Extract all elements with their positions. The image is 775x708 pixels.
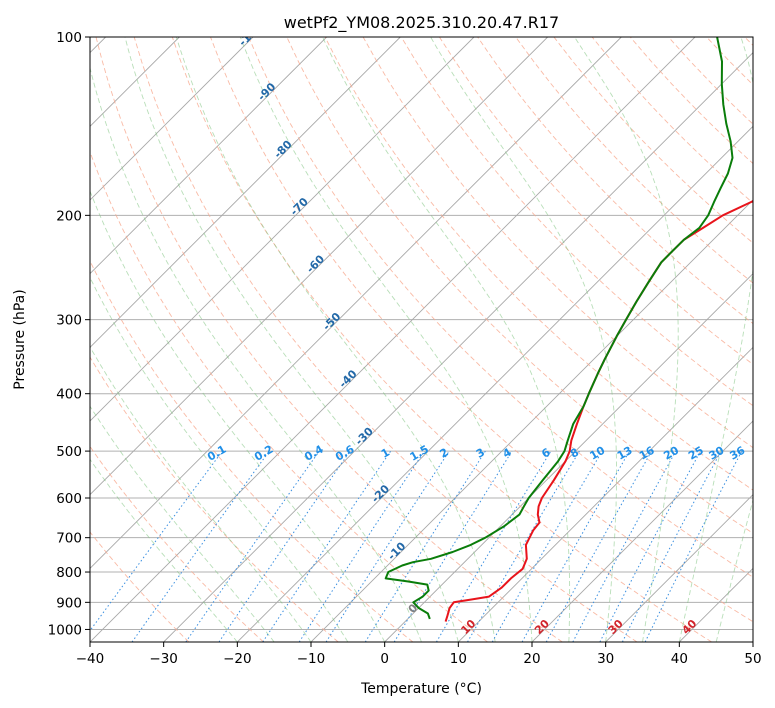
x-tick-label: 30 bbox=[597, 651, 614, 667]
y-axis-label: Pressure (hPa) bbox=[12, 289, 28, 389]
mixing-ratio-lines bbox=[90, 450, 743, 642]
y-tick-label: 400 bbox=[56, 387, 82, 403]
isotherm-line bbox=[458, 346, 753, 642]
y-tick-label: 800 bbox=[56, 565, 82, 581]
moist-adiabat-line bbox=[90, 458, 238, 642]
isotherm-line bbox=[384, 273, 753, 642]
isotherm-line bbox=[90, 37, 548, 496]
y-axis-ticks: 100 200 300 400 500 600 700 800 900 1000 bbox=[48, 30, 90, 638]
isotherm-line bbox=[90, 37, 401, 348]
y-tick-label: 900 bbox=[56, 595, 82, 611]
y-tick-label: 100 bbox=[56, 30, 82, 46]
chart-title: wetPf2_YM08.2025.310.20.47.R17 bbox=[284, 13, 559, 33]
mixing-ratio-line bbox=[393, 450, 513, 642]
y-tick-label: 600 bbox=[56, 491, 82, 507]
dry-adiabats bbox=[90, 37, 753, 642]
moist-adiabat-line bbox=[678, 37, 753, 642]
isotherm-line bbox=[605, 494, 753, 642]
y-tick-label: 500 bbox=[56, 444, 82, 460]
moist-adiabat-line bbox=[124, 37, 459, 642]
isotherm-line bbox=[237, 125, 753, 642]
mixing-ratio-line bbox=[521, 450, 630, 642]
x-tick-label: 10 bbox=[450, 651, 467, 667]
moist-adiabat-line bbox=[239, 37, 533, 642]
moist-adiabat-line bbox=[574, 37, 679, 642]
isotherm-line bbox=[531, 420, 753, 642]
mixing-ratio-line bbox=[90, 450, 223, 632]
x-tick-label: −10 bbox=[297, 651, 326, 667]
mixing-ratio-line bbox=[218, 450, 351, 642]
x-tick-label: −20 bbox=[223, 651, 252, 667]
dry-adiabat-line bbox=[133, 37, 638, 642]
dry-adiabat-line bbox=[210, 37, 753, 623]
mixing-ratio-line bbox=[185, 450, 320, 642]
dry-adiabat-line bbox=[95, 37, 563, 642]
x-tick-label: 20 bbox=[523, 651, 540, 667]
isotherm-line bbox=[90, 37, 475, 422]
moist-adiabat-line bbox=[90, 345, 312, 642]
y-tick-label: 200 bbox=[56, 208, 82, 224]
dry-adiabat-line bbox=[439, 37, 753, 365]
moist-adiabat-line bbox=[322, 37, 571, 642]
x-tick-label: 0 bbox=[380, 651, 389, 667]
dry-adiabat-line bbox=[90, 531, 190, 642]
mixing-ratio-line bbox=[262, 450, 392, 642]
isotherm-line bbox=[90, 37, 622, 569]
plot-frame bbox=[89, 36, 754, 643]
moist-adiabat-line bbox=[90, 276, 349, 642]
dry-adiabat-line bbox=[90, 445, 264, 642]
x-axis-label: Temperature (°C) bbox=[360, 681, 482, 697]
mixing-ratio-line bbox=[298, 450, 425, 642]
moist-adiabat-line bbox=[175, 37, 496, 642]
moist-adiabat-line bbox=[90, 405, 275, 642]
moist-adiabat-line bbox=[430, 37, 617, 642]
mixing-ratio-line bbox=[644, 450, 743, 642]
x-tick-label: 40 bbox=[671, 651, 688, 667]
y-tick-label: 700 bbox=[56, 531, 82, 547]
mixing-ratio-line bbox=[131, 450, 270, 642]
x-tick-label: −30 bbox=[149, 651, 178, 667]
dry-adiabat-label: -100 bbox=[236, 20, 265, 49]
dry-adiabat-line bbox=[248, 37, 753, 578]
dry-adiabat-line bbox=[400, 37, 753, 407]
dry-adiabat-line bbox=[90, 150, 488, 642]
dewpoint-profile-line bbox=[384, 37, 734, 620]
dry-adiabat-line bbox=[515, 37, 753, 284]
dry-adiabat-line bbox=[324, 37, 753, 491]
isotherm-line bbox=[90, 37, 327, 275]
dry-adiabat-line bbox=[171, 37, 712, 642]
y-tick-label: 300 bbox=[56, 313, 82, 329]
moist-adiabat-line bbox=[90, 66, 422, 642]
moist-adiabat-line bbox=[90, 190, 386, 642]
mixing-ratio-line bbox=[572, 450, 677, 642]
mixing-ratio-line bbox=[545, 450, 653, 642]
isotherm-line bbox=[163, 52, 753, 642]
dry-adiabat-line bbox=[90, 356, 339, 642]
sounding-profiles bbox=[384, 37, 753, 622]
moist-adiabats bbox=[90, 37, 753, 642]
x-tick-label: −40 bbox=[76, 651, 105, 667]
mixing-ratio-line bbox=[325, 450, 450, 642]
x-tick-label: 50 bbox=[744, 651, 761, 667]
y-tick-label: 1000 bbox=[48, 622, 82, 638]
moist-adiabat-line bbox=[715, 498, 753, 642]
x-axis-ticks: −40 −30 −20 −10 0 10 20 30 40 50 bbox=[76, 642, 762, 667]
dry-adiabat-line bbox=[90, 259, 414, 642]
isotherm-line bbox=[90, 37, 254, 201]
